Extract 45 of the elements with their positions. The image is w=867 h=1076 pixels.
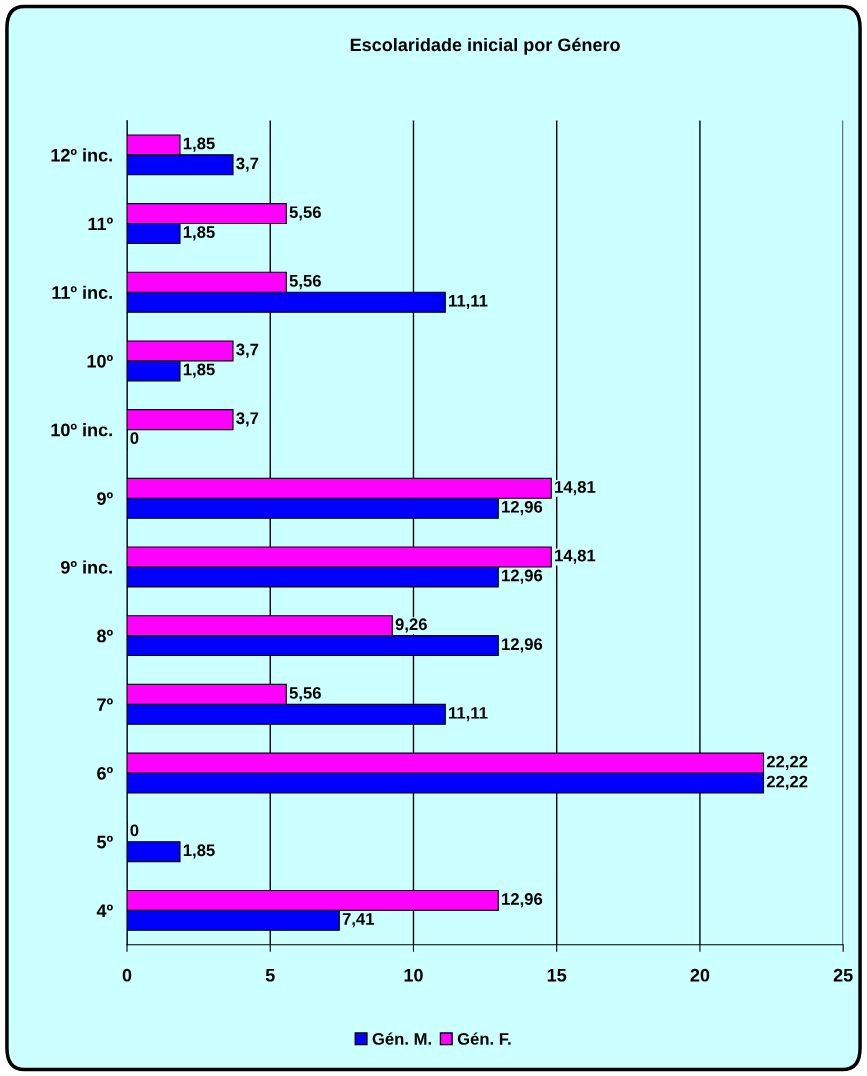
data-label: 12,96 (502, 638, 543, 653)
chart-title: Escolaridade inicial por Género (350, 37, 620, 55)
data-label: 12,96 (502, 569, 543, 584)
x-tick-label: 0 (122, 968, 132, 982)
y-tick-label: 9º (97, 492, 113, 505)
data-label: 1,85 (183, 137, 215, 152)
data-label: 9,26 (395, 618, 427, 633)
data-label: 14,81 (555, 549, 596, 564)
data-label: 14,81 (555, 480, 596, 496)
y-tick-label: 5º (97, 835, 113, 849)
x-tick-label: 5 (265, 969, 275, 982)
data-label: 5,56 (289, 687, 321, 702)
x-tick-label: 25 (833, 968, 853, 982)
data-label: 3,7 (236, 412, 259, 427)
y-tick-label: 10º inc. (51, 423, 112, 437)
data-label: 1,85 (183, 363, 215, 378)
y-tick-label: 4º (96, 904, 113, 917)
x-tick-label: 20 (690, 968, 710, 982)
y-tick-label: 12º inc. (51, 148, 112, 162)
y-tick-label: 6º (97, 766, 113, 780)
y-tick-label: 8º (97, 629, 113, 643)
y-tick-label: 11º (88, 217, 113, 231)
data-label: 22,22 (766, 755, 808, 770)
data-label: 11,11 (449, 707, 488, 722)
y-tick-label: 9º inc. (61, 560, 112, 574)
data-label: 7,41 (342, 913, 375, 928)
x-tick-label: 15 (547, 969, 567, 982)
data-label: 3,7 (236, 157, 259, 172)
data-label: 22,22 (766, 775, 808, 790)
legend-label: Gén. M. (372, 1032, 431, 1045)
data-label: 5,56 (289, 274, 321, 290)
data-label: 5,56 (289, 206, 321, 221)
data-label: 1,85 (183, 226, 215, 241)
data-label: 0 (130, 824, 139, 837)
y-tick-label: 10º (87, 354, 113, 368)
data-label: 3,7 (236, 343, 259, 358)
legend-label: Gén. F. (457, 1032, 511, 1045)
x-tick-label: 10 (404, 968, 423, 982)
data-label: 1,85 (183, 844, 215, 859)
data-label: 11,11 (449, 295, 488, 310)
data-label: 0 (130, 432, 139, 445)
y-tick-label: 7º (97, 698, 113, 711)
y-tick-label: 11º inc. (52, 285, 112, 299)
data-label: 12,96 (502, 893, 543, 908)
data-label: 12,96 (502, 500, 543, 516)
